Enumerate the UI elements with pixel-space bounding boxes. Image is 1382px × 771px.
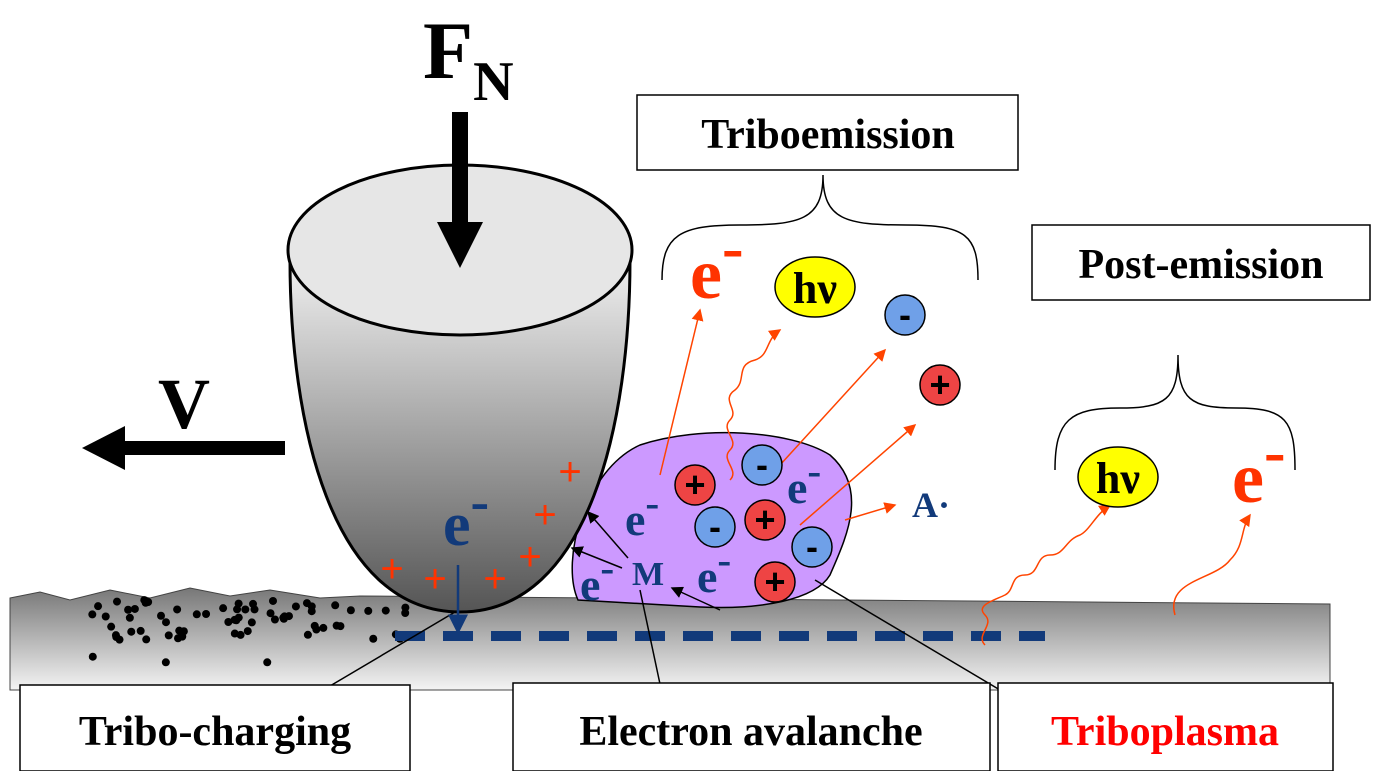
velocity-label: V xyxy=(158,364,210,444)
debris-dot xyxy=(319,624,327,632)
tribo-charging-label: Tribo-charging xyxy=(79,709,351,755)
surface-charge: + xyxy=(533,493,556,537)
triboemission-label: Triboemission xyxy=(701,112,955,158)
debris-dot xyxy=(88,610,96,618)
debris-dot xyxy=(131,605,139,613)
debris-dot xyxy=(244,627,252,635)
debris-dot xyxy=(142,635,150,643)
surface-charge: + xyxy=(423,557,446,601)
debris-dot xyxy=(269,597,277,605)
triboplasma-label: Triboplasma xyxy=(1051,709,1279,755)
surface-charge: + xyxy=(558,450,581,494)
electron-path xyxy=(1174,515,1250,615)
debris-dot xyxy=(140,596,148,604)
radical-label: A· xyxy=(912,485,950,525)
electron-symbol: e xyxy=(625,494,645,545)
debris-dot xyxy=(364,607,372,615)
debris-dot xyxy=(401,609,409,617)
debris-dot xyxy=(292,602,300,610)
radical-path xyxy=(845,505,895,520)
debris-dot xyxy=(107,623,115,631)
electron-charge: - xyxy=(645,480,659,526)
photon-label: hν xyxy=(793,264,837,313)
electron-symbol: e xyxy=(690,234,722,314)
debris-dot xyxy=(102,612,110,620)
electron-symbol: e xyxy=(443,491,471,559)
positive-sign: + xyxy=(929,364,950,405)
positive-sign: + xyxy=(754,499,775,540)
positive-sign: + xyxy=(764,561,785,602)
post-emission-label: Post-emission xyxy=(1079,242,1324,288)
debris-dot xyxy=(94,602,102,610)
surface-charge: + xyxy=(483,557,506,601)
electron-symbol: e xyxy=(1232,438,1264,518)
electron-charge: - xyxy=(600,545,614,591)
electron-charge: - xyxy=(1264,416,1286,488)
electron-avalanche-label: Electron avalanche xyxy=(579,709,922,755)
debris-dot xyxy=(249,600,257,608)
debris-dot xyxy=(331,601,339,609)
debris-dot xyxy=(162,618,170,626)
electron-charge: - xyxy=(722,212,744,284)
electron: e- xyxy=(1232,416,1286,518)
negative-sign: - xyxy=(756,444,768,485)
debris-dot xyxy=(116,636,124,644)
page: FN V Triboemission Post-emission Tribo-c… xyxy=(0,0,1382,771)
debris-dot xyxy=(347,606,355,614)
debris-dot xyxy=(157,612,165,620)
debris-dot xyxy=(89,653,97,661)
negative-sign: - xyxy=(709,506,721,547)
force-label: FN xyxy=(423,5,514,113)
debris-dot xyxy=(235,614,243,622)
debris-dot xyxy=(304,631,312,639)
metal-label: M xyxy=(632,556,664,593)
debris-dot xyxy=(113,598,121,606)
positive-sign: + xyxy=(684,464,705,505)
surface-charge: + xyxy=(518,535,541,579)
debris-dot xyxy=(312,625,320,633)
negative-sign: - xyxy=(806,526,818,567)
electron-symbol: e xyxy=(787,462,807,513)
debris-dot xyxy=(178,633,186,641)
photon-label: hν xyxy=(1096,454,1140,503)
debris-dot xyxy=(202,610,210,618)
debris-dot xyxy=(248,618,256,626)
electron-charge: - xyxy=(807,448,821,494)
debris-dot xyxy=(235,600,243,608)
debris-dot xyxy=(263,658,271,666)
debris-dot xyxy=(124,606,132,614)
diagram: FN V Triboemission Post-emission Tribo-c… xyxy=(0,0,1382,771)
debris-dot xyxy=(126,614,134,622)
debris-dot xyxy=(267,609,275,617)
electron-symbol: e xyxy=(580,559,600,610)
debris-dot xyxy=(127,628,135,636)
force-subscript: N xyxy=(473,51,513,113)
ion-path xyxy=(780,350,885,465)
debris-dot xyxy=(173,605,181,613)
electron-charge: - xyxy=(471,471,490,533)
debris-dot xyxy=(369,635,377,643)
debris-dot xyxy=(308,607,316,615)
electron-symbol: e xyxy=(697,551,717,602)
debris-dot xyxy=(165,631,173,639)
surface-charge: + xyxy=(380,547,403,591)
debris-dot xyxy=(193,610,201,618)
debris-dot xyxy=(241,605,249,613)
debris-dot xyxy=(219,604,227,612)
force-symbol: F xyxy=(423,5,473,96)
negative-sign: - xyxy=(899,294,911,335)
debris-dot xyxy=(382,607,390,615)
debris-dot xyxy=(333,622,341,630)
debris-dot xyxy=(280,615,288,623)
debris-dot xyxy=(162,658,170,666)
velocity-arrow-head xyxy=(82,426,125,470)
debris-dot xyxy=(237,631,245,639)
debris-dot xyxy=(137,627,145,635)
